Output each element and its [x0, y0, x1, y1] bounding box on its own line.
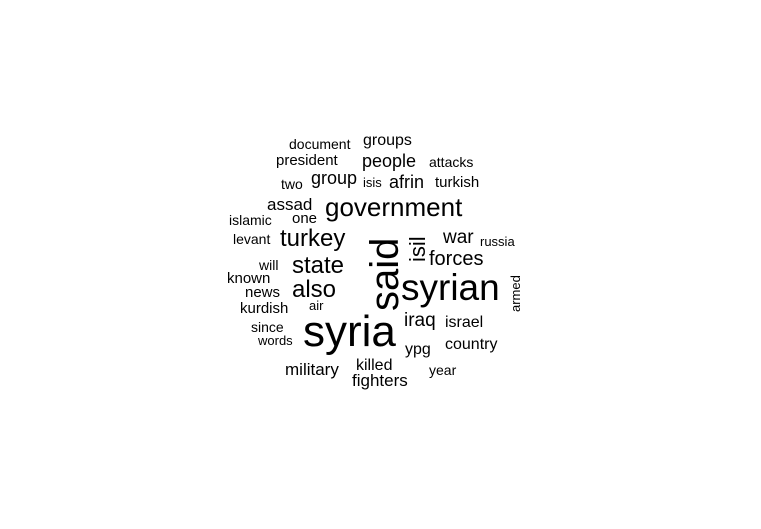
- word-people: people: [362, 151, 416, 171]
- word-air: air: [309, 298, 324, 313]
- word-year: year: [429, 362, 457, 378]
- word-words: words: [257, 333, 293, 348]
- word-afrin: afrin: [389, 172, 424, 192]
- word-fighters: fighters: [352, 371, 408, 390]
- word-president: president: [276, 152, 339, 169]
- word-groups: groups: [363, 132, 412, 149]
- word-kurdish: kurdish: [240, 300, 288, 317]
- word-government: government: [325, 192, 463, 222]
- word-iraq: iraq: [404, 310, 436, 331]
- word-group: group: [311, 168, 357, 188]
- word-forces: forces: [429, 248, 483, 270]
- word-turkey: turkey: [280, 225, 345, 252]
- word-turkish: turkish: [435, 174, 479, 191]
- word-isis: isis: [363, 175, 382, 190]
- word-islamic: islamic: [229, 212, 272, 228]
- word-syrian: syrian: [401, 267, 500, 308]
- word-news: news: [245, 284, 280, 301]
- word-document: document: [289, 136, 351, 152]
- word-known: known: [227, 270, 270, 287]
- word-assad: assad: [267, 195, 312, 214]
- word-levant: levant: [233, 231, 270, 247]
- word-said: said: [363, 238, 407, 311]
- word-will: will: [258, 257, 278, 273]
- word-killed: killed: [356, 357, 392, 374]
- word-war: war: [442, 227, 474, 248]
- word-syria: syria: [303, 307, 396, 356]
- word-armed: armed: [508, 275, 523, 312]
- word-russia: russia: [480, 234, 515, 249]
- word-ypg: ypg: [405, 341, 431, 358]
- word-attacks: attacks: [429, 154, 473, 170]
- word-israel: israel: [445, 314, 483, 331]
- word-also: also: [292, 276, 336, 303]
- word-state: state: [292, 252, 344, 279]
- word-isil: isil: [405, 236, 430, 262]
- word-two: two: [281, 176, 303, 192]
- word-one: one: [292, 210, 317, 227]
- word-country: country: [445, 336, 497, 353]
- word-since: since: [251, 319, 284, 335]
- word-military: military: [285, 360, 339, 379]
